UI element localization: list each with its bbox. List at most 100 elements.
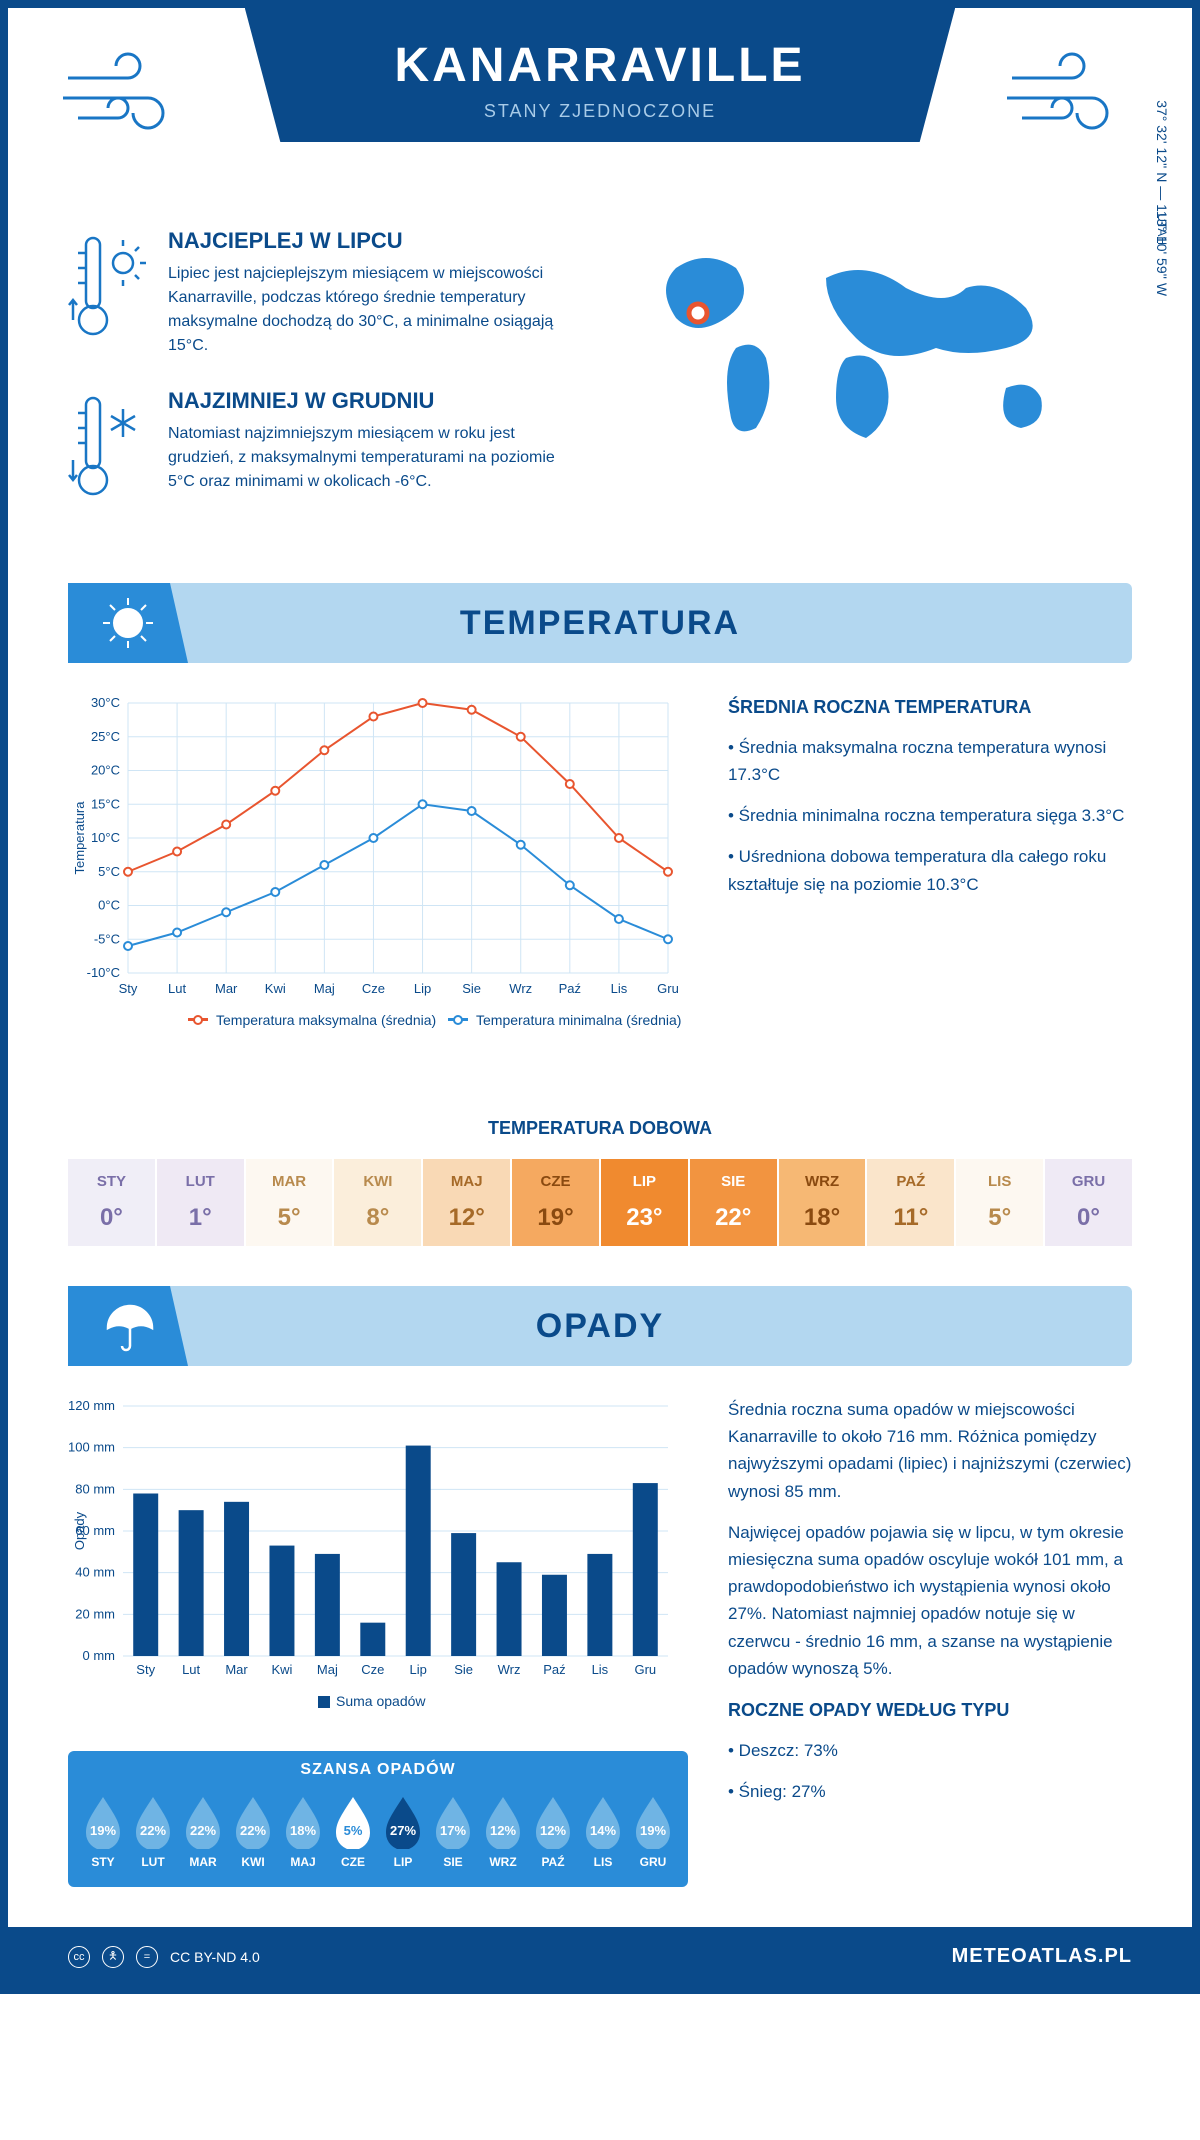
daily-temp-cell: CZE19° bbox=[512, 1159, 599, 1246]
precip-info-p2: Najwięcej opadów pojawia się w lipcu, w … bbox=[728, 1519, 1132, 1682]
svg-text:Temperatura: Temperatura bbox=[72, 801, 87, 875]
svg-text:80 mm: 80 mm bbox=[75, 1481, 115, 1496]
precipitation-section-header: OPADY bbox=[68, 1286, 1132, 1366]
svg-text:Suma opadów: Suma opadów bbox=[336, 1693, 426, 1709]
svg-text:27%: 27% bbox=[390, 1823, 416, 1838]
svg-text:Lis: Lis bbox=[592, 1662, 609, 1677]
svg-text:5%: 5% bbox=[344, 1823, 363, 1838]
svg-text:Gru: Gru bbox=[657, 981, 679, 996]
daily-temp-cell: MAR5° bbox=[246, 1159, 333, 1246]
svg-text:30°C: 30°C bbox=[91, 695, 120, 710]
svg-text:Lip: Lip bbox=[410, 1662, 427, 1677]
header: KANARRAVILLE STANY ZJEDNOCZONE bbox=[8, 8, 1192, 208]
summary-row: NAJCIEPLEJ W LIPCU Lipiec jest najcieple… bbox=[8, 208, 1192, 583]
svg-text:12%: 12% bbox=[490, 1823, 516, 1838]
svg-text:Wrz: Wrz bbox=[498, 1662, 521, 1677]
svg-text:Gru: Gru bbox=[634, 1662, 656, 1677]
svg-text:12%: 12% bbox=[540, 1823, 566, 1838]
svg-text:Paź: Paź bbox=[543, 1662, 565, 1677]
svg-text:19%: 19% bbox=[640, 1823, 666, 1838]
daily-temp-cell: LUT1° bbox=[157, 1159, 244, 1246]
svg-text:Kwi: Kwi bbox=[265, 981, 286, 996]
svg-text:100 mm: 100 mm bbox=[68, 1440, 115, 1455]
world-map-icon bbox=[620, 228, 1132, 478]
warmest-title: NAJCIEPLEJ W LIPCU bbox=[168, 228, 580, 254]
nd-icon: = bbox=[136, 1946, 158, 1968]
svg-text:Kwi: Kwi bbox=[271, 1662, 292, 1677]
svg-text:22%: 22% bbox=[140, 1823, 166, 1838]
coldest-summary: NAJZIMNIEJ W GRUDNIU Natomiast najzimnie… bbox=[68, 388, 580, 513]
temp-info-b3: • Uśredniona dobowa temperatura dla całe… bbox=[728, 843, 1132, 897]
daily-temp-cell: PAŹ11° bbox=[867, 1159, 954, 1246]
precip-type-b1: • Deszcz: 73% bbox=[728, 1737, 1132, 1764]
chance-drop: 18%MAJ bbox=[280, 1793, 326, 1869]
sun-icon bbox=[68, 583, 188, 663]
temperature-content: -10°C-5°C0°C5°C10°C15°C20°C25°C30°CStyLu… bbox=[8, 693, 1192, 1098]
temperature-title: TEMPERATURA bbox=[460, 604, 740, 643]
svg-text:25°C: 25°C bbox=[91, 729, 120, 744]
wind-icon bbox=[1002, 48, 1142, 143]
country-subtitle: STANY ZJEDNOCZONE bbox=[265, 101, 935, 122]
svg-text:Wrz: Wrz bbox=[509, 981, 532, 996]
svg-text:-10°C: -10°C bbox=[87, 965, 120, 980]
chance-drop: 22%MAR bbox=[180, 1793, 226, 1869]
svg-text:10°C: 10°C bbox=[91, 830, 120, 845]
svg-text:15°C: 15°C bbox=[91, 796, 120, 811]
daily-temp-row: STY0°LUT1°MAR5°KWI8°MAJ12°CZE19°LIP23°SI… bbox=[8, 1159, 1192, 1286]
precip-type-heading: ROCZNE OPADY WEDŁUG TYPU bbox=[728, 1696, 1132, 1725]
umbrella-icon bbox=[68, 1286, 188, 1366]
precipitation-content: 0 mm20 mm40 mm60 mm80 mm100 mm120 mmStyL… bbox=[8, 1396, 1192, 1927]
chance-drop: 27%LIP bbox=[380, 1793, 426, 1869]
svg-text:40 mm: 40 mm bbox=[75, 1565, 115, 1580]
chance-drop: 22%LUT bbox=[130, 1793, 176, 1869]
svg-text:Cze: Cze bbox=[361, 1662, 384, 1677]
precipitation-bar-chart: 0 mm20 mm40 mm60 mm80 mm100 mm120 mmStyL… bbox=[68, 1396, 688, 1726]
svg-text:22%: 22% bbox=[190, 1823, 216, 1838]
wind-icon bbox=[58, 48, 198, 143]
person-icon: 🯅 bbox=[102, 1946, 124, 1968]
chance-drop: 22%KWI bbox=[230, 1793, 276, 1869]
svg-text:Mar: Mar bbox=[215, 981, 238, 996]
svg-text:Temperatura minimalna (średnia: Temperatura minimalna (średnia) bbox=[476, 1012, 681, 1028]
svg-text:5°C: 5°C bbox=[98, 864, 120, 879]
temperature-section-header: TEMPERATURA bbox=[68, 583, 1132, 663]
svg-text:Opady: Opady bbox=[72, 1511, 87, 1550]
svg-text:Sty: Sty bbox=[119, 981, 138, 996]
warmest-summary: NAJCIEPLEJ W LIPCU Lipiec jest najcieple… bbox=[68, 228, 580, 358]
thermometer-sun-icon bbox=[68, 228, 148, 358]
svg-text:Maj: Maj bbox=[314, 981, 335, 996]
svg-text:0°C: 0°C bbox=[98, 898, 120, 913]
daily-temp-cell: GRU0° bbox=[1045, 1159, 1132, 1246]
svg-text:17%: 17% bbox=[440, 1823, 466, 1838]
title-banner: KANARRAVILLE STANY ZJEDNOCZONE bbox=[245, 8, 955, 142]
chance-drop: 14%LIS bbox=[580, 1793, 626, 1869]
svg-text:Temperatura maksymalna (średni: Temperatura maksymalna (średnia) bbox=[216, 1012, 436, 1028]
daily-temp-cell: LIS5° bbox=[956, 1159, 1043, 1246]
footer: cc 🯅 = CC BY-ND 4.0 METEOATLAS.PL bbox=[8, 1927, 1192, 1986]
map-area: UTAH 37° 32' 12'' N — 113° 10' 59'' W bbox=[620, 228, 1132, 543]
chance-drop: 12%PAŹ bbox=[530, 1793, 576, 1869]
svg-text:19%: 19% bbox=[90, 1823, 116, 1838]
site-name: METEOATLAS.PL bbox=[952, 1945, 1132, 1968]
temperature-line-chart: -10°C-5°C0°C5°C10°C15°C20°C25°C30°CStyLu… bbox=[68, 693, 688, 1053]
chance-drop: 19%STY bbox=[80, 1793, 126, 1869]
license-text: CC BY-ND 4.0 bbox=[170, 1949, 260, 1965]
chance-drop: 19%GRU bbox=[630, 1793, 676, 1869]
svg-text:22%: 22% bbox=[240, 1823, 266, 1838]
chance-title: SZANSA OPADÓW bbox=[68, 1761, 688, 1779]
svg-text:Lip: Lip bbox=[414, 981, 431, 996]
svg-text:Sty: Sty bbox=[136, 1662, 155, 1677]
chance-drop: 17%SIE bbox=[430, 1793, 476, 1869]
precip-info-p1: Średnia roczna suma opadów w miejscowośc… bbox=[728, 1396, 1132, 1505]
cc-icon: cc bbox=[68, 1946, 90, 1968]
svg-text:0 mm: 0 mm bbox=[83, 1648, 116, 1663]
svg-text:-5°C: -5°C bbox=[94, 931, 120, 946]
daily-temp-cell: KWI8° bbox=[334, 1159, 421, 1246]
daily-temp-title: TEMPERATURA DOBOWA bbox=[8, 1118, 1192, 1139]
precipitation-chance-box: SZANSA OPADÓW 19%STY22%LUT22%MAR22%KWI18… bbox=[68, 1751, 688, 1887]
chance-drop: 5%CZE bbox=[330, 1793, 376, 1869]
temp-info-heading: ŚREDNIA ROCZNA TEMPERATURA bbox=[728, 693, 1132, 722]
warmest-text: Lipiec jest najcieplejszym miesiącem w m… bbox=[168, 262, 580, 358]
svg-text:Lis: Lis bbox=[611, 981, 628, 996]
city-title: KANARRAVILLE bbox=[265, 38, 935, 93]
